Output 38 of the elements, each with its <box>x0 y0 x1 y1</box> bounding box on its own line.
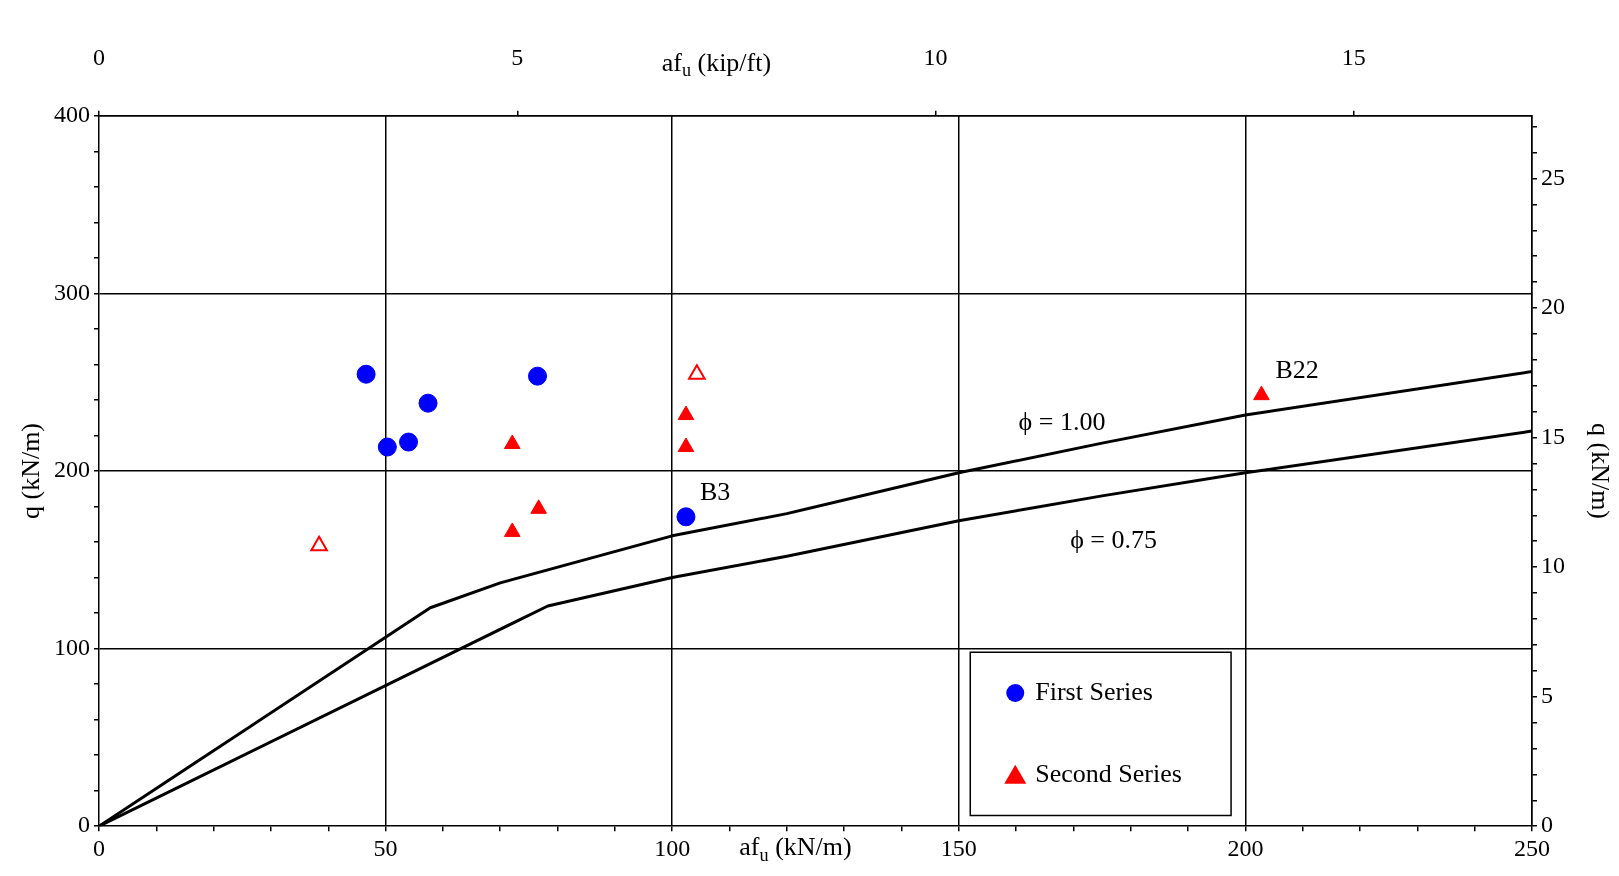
y2-tick-label: 20 <box>1541 293 1565 320</box>
point <box>503 434 521 450</box>
series-label: ϕ = 1.00 <box>1018 406 1106 436</box>
annotation: B22 <box>1275 354 1319 384</box>
x-tick-label: 100 <box>654 834 691 861</box>
y-tick-label: 0 <box>78 811 90 838</box>
x-tick-label: 150 <box>940 834 977 861</box>
y-tick-label: 200 <box>54 456 90 483</box>
point <box>418 393 438 413</box>
y-tick-label: 400 <box>54 101 90 128</box>
point <box>1253 385 1270 401</box>
y-axis-title: q (kN/m) <box>15 422 45 520</box>
point <box>356 364 376 384</box>
y2-tick-label: 10 <box>1541 552 1565 579</box>
y2-axis-title: q (kN/m) <box>1586 422 1616 520</box>
point <box>310 535 328 552</box>
y2-tick-label: 15 <box>1541 422 1565 449</box>
point <box>677 405 695 421</box>
x-tick-label: 50 <box>373 834 398 861</box>
point <box>377 437 397 457</box>
y2-tick-label: 5 <box>1541 681 1553 708</box>
y-tick-label: 300 <box>54 278 90 305</box>
x-tick-label: 200 <box>1227 834 1264 861</box>
annotation: B3 <box>699 476 731 506</box>
legend-label: Second Series <box>1035 758 1182 788</box>
point <box>528 366 547 386</box>
point <box>677 437 695 453</box>
legend-label: First Series <box>1035 676 1153 706</box>
series-label: ϕ = 0.75 <box>1070 524 1157 554</box>
point <box>503 522 521 537</box>
point <box>399 432 419 452</box>
point <box>530 499 547 514</box>
x2-tick-label: 5 <box>511 43 524 70</box>
x2-tick-label: 10 <box>923 43 948 70</box>
y-tick-label: 100 <box>54 633 90 660</box>
x2-tick-label: 15 <box>1341 43 1366 70</box>
y2-tick-label: 25 <box>1541 163 1565 190</box>
point <box>688 364 706 380</box>
